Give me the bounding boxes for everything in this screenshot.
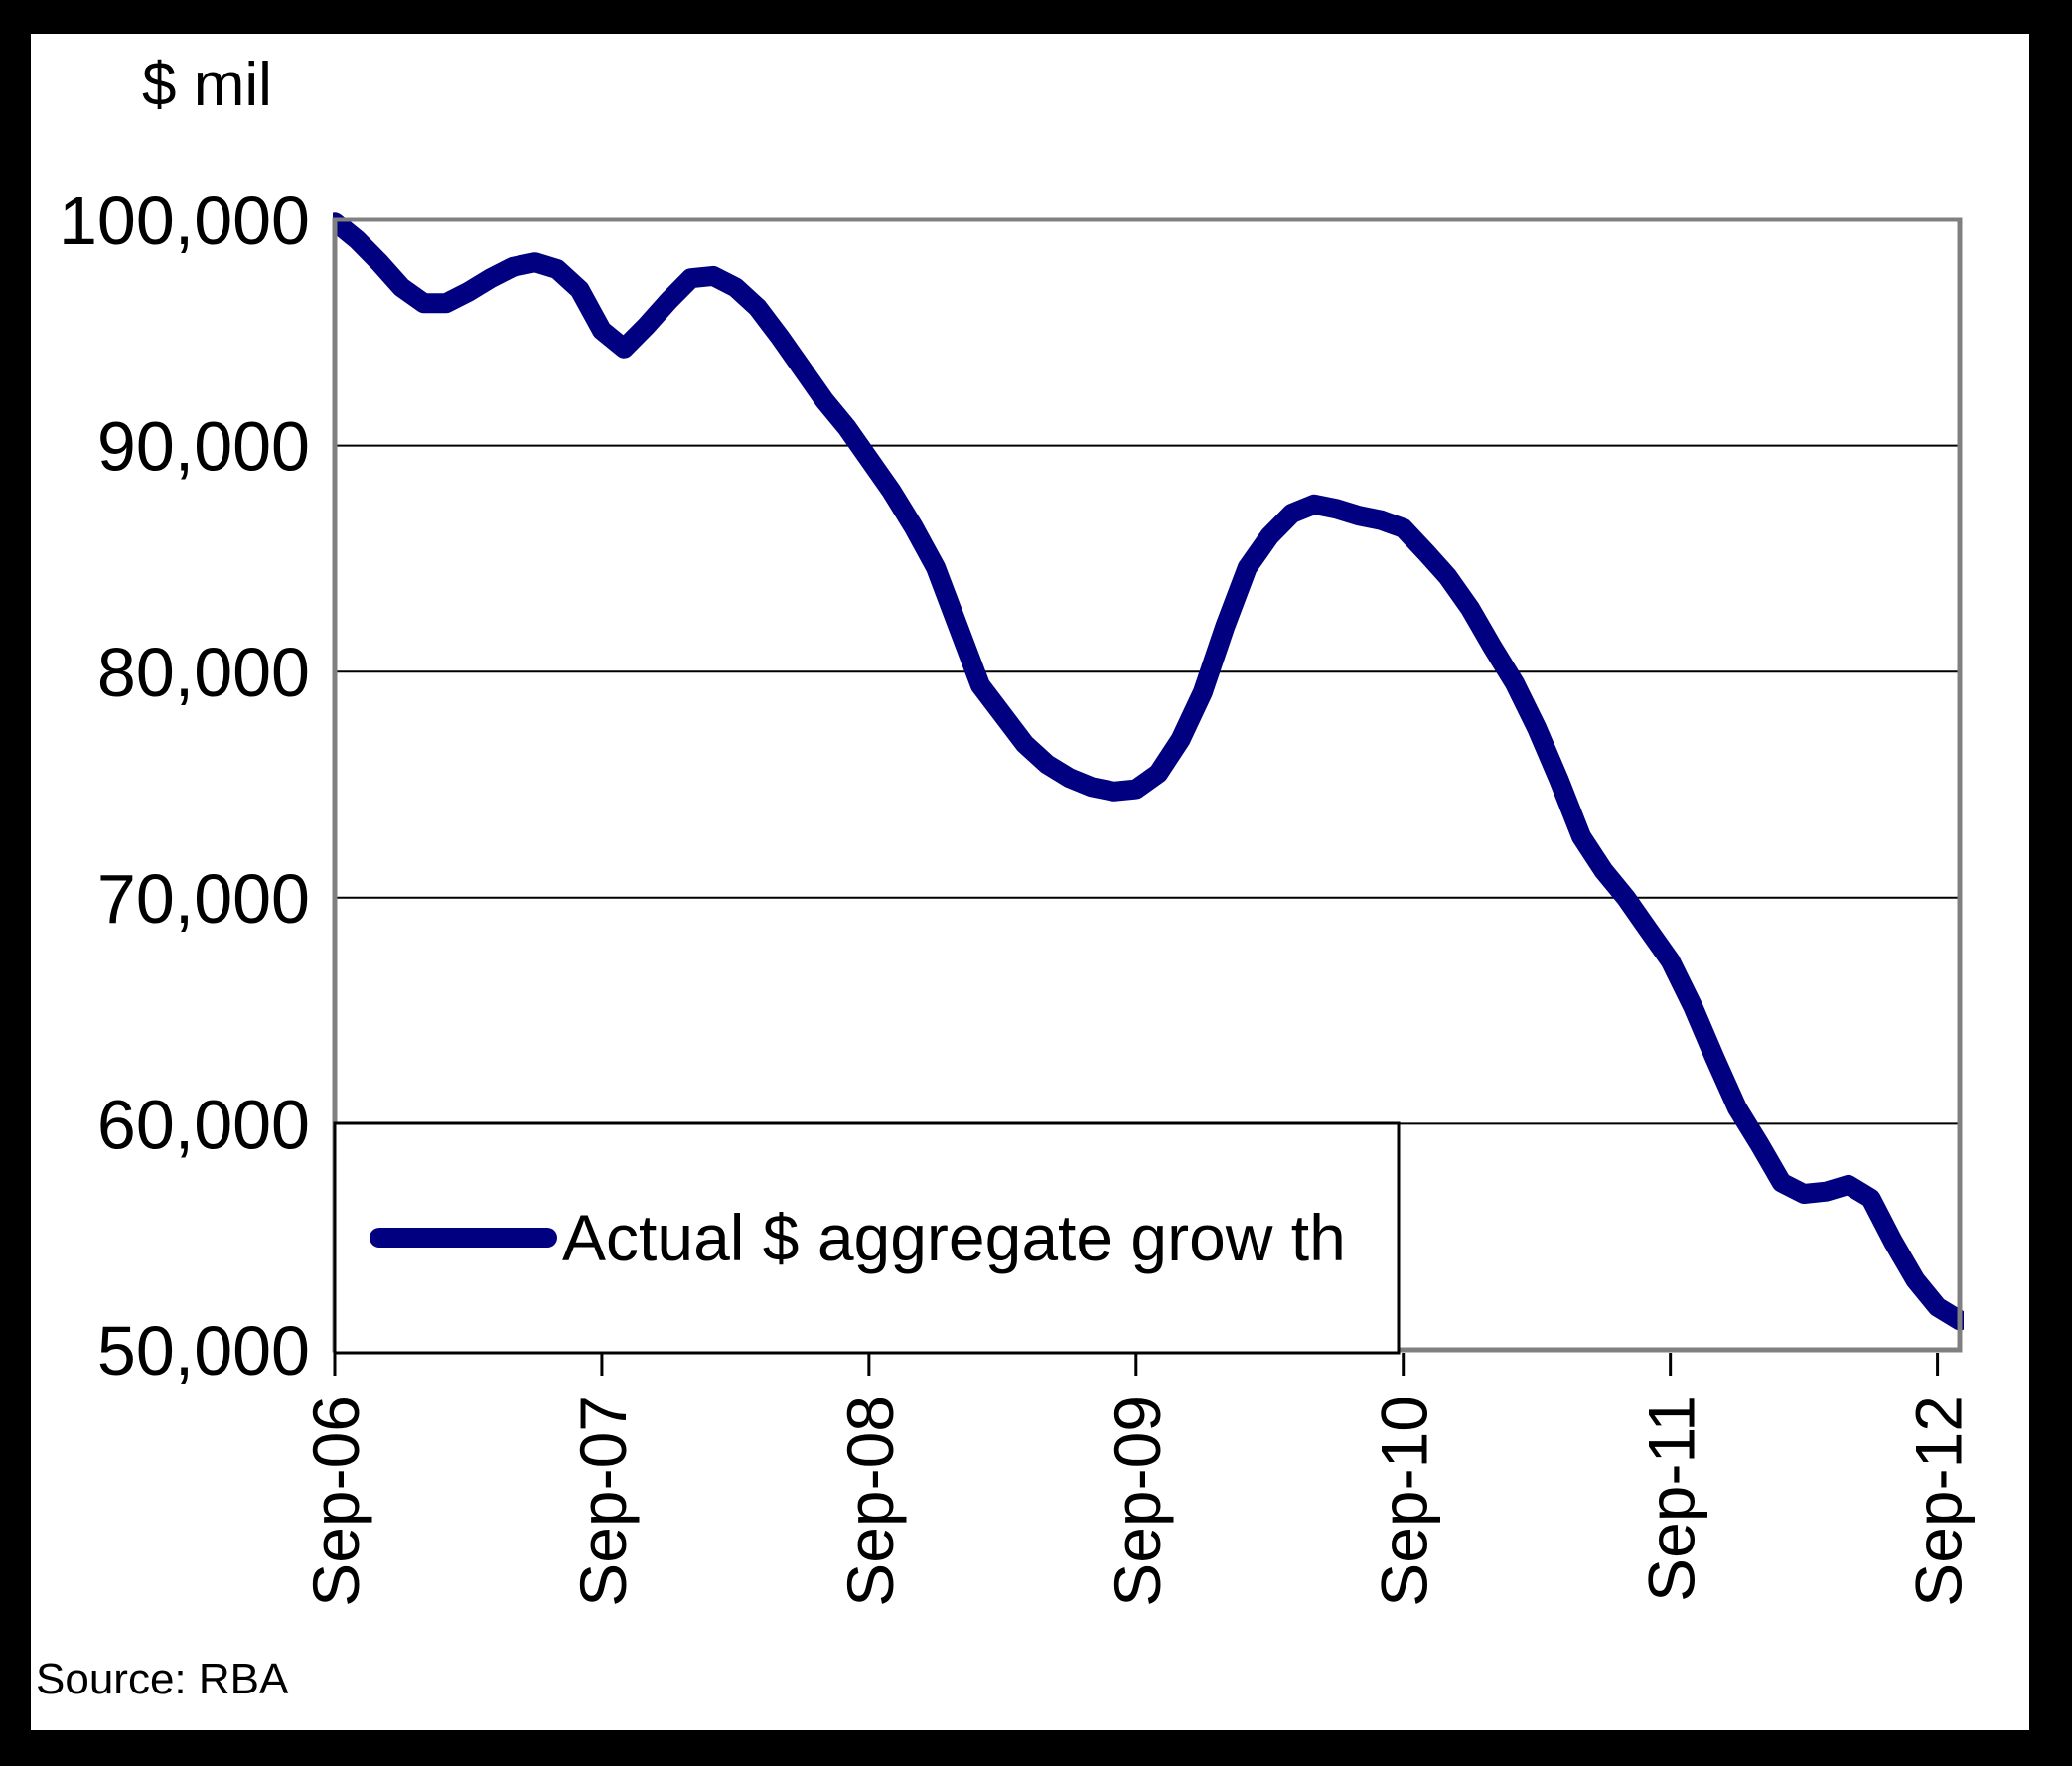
series-line-actual-aggregate-growth <box>333 212 1964 1331</box>
x-axis-labels: Sep-06 Sep-07 Sep-08 Sep-09 Sep-10 Sep-11 Sep-… <box>299 1396 1976 1607</box>
x-label-Sep-07: Sep-07 <box>566 1396 640 1607</box>
chart-background <box>31 34 2029 1730</box>
x-axis-ticks <box>333 1353 1940 1376</box>
legend: Actual $ aggregate grow th <box>333 1121 1401 1355</box>
y-label-90000: 90,000 <box>97 408 310 486</box>
y-label-80000: 80,000 <box>97 634 310 711</box>
y-label-50000: 50,000 <box>97 1312 310 1390</box>
x-label-Sep-06: Sep-06 <box>299 1396 372 1607</box>
source-note: Source: RBA <box>36 1655 289 1703</box>
y-label-60000: 60,000 <box>97 1086 310 1163</box>
data-series <box>333 212 1964 1331</box>
y-axis-labels: 100,000 90,000 80,000 70,000 60,000 50,000 <box>59 182 310 1390</box>
x-label-Sep-10: Sep-10 <box>1368 1396 1441 1607</box>
legend-label: Actual $ aggregate grow th <box>562 1201 1346 1274</box>
x-label-Sep-12: Sep-12 <box>1902 1396 1976 1607</box>
y-label-100000: 100,000 <box>59 182 310 259</box>
y-label-70000: 70,000 <box>97 860 310 938</box>
y-axis-unit-label: $ mil <box>142 51 272 119</box>
x-label-Sep-09: Sep-09 <box>1101 1396 1174 1607</box>
x-label-Sep-11: Sep-11 <box>1635 1396 1708 1602</box>
x-label-Sep-08: Sep-08 <box>833 1396 907 1607</box>
